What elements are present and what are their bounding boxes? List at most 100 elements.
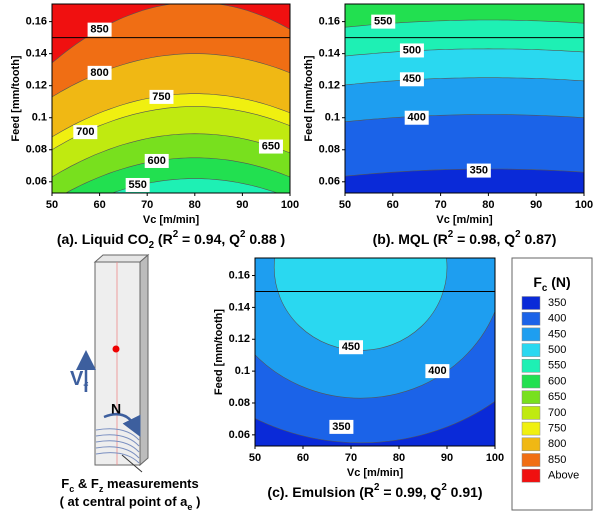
y-tick-label: 0.16 — [319, 16, 340, 28]
plot-area — [255, 258, 495, 446]
contour-label: 500 — [403, 44, 421, 56]
contour-label-bg — [466, 163, 491, 178]
y-tick-label: 0.12 — [319, 80, 340, 92]
contour-label-bg — [339, 340, 363, 355]
text-part: = 0.99, Q — [379, 484, 441, 500]
legend-swatch — [521, 359, 541, 373]
y-tick-label: 0.12 — [26, 80, 47, 92]
y-axis-title: Feed [mm/tooth] — [303, 55, 315, 141]
legend-label: 400 — [548, 313, 566, 325]
y-tick-label: 0.06 — [26, 176, 47, 188]
x-tick-label: 100 — [575, 199, 593, 211]
caption: (c). Emulsion (R2 = 0.99, Q2 0.91) — [267, 482, 482, 500]
text-part: 2 — [448, 229, 454, 240]
contour-label-bg — [371, 14, 396, 29]
legend-swatch — [521, 311, 541, 326]
x-tick-label: 90 — [236, 199, 248, 211]
legend-swatch — [521, 468, 541, 483]
x-tick-label: 80 — [189, 199, 201, 211]
contour-label-bg — [144, 153, 169, 168]
contour-line — [65, 157, 290, 193]
y-tick-label: 0.08 — [26, 144, 47, 156]
contour-line — [345, 77, 584, 86]
x-tick-label: 80 — [482, 199, 494, 211]
contour-label: 350 — [332, 421, 350, 433]
text-part: V — [70, 368, 84, 390]
contour-band — [345, 4, 584, 28]
contour-label-bg — [404, 110, 429, 125]
y-tick-label: 0.08 — [319, 144, 340, 156]
x-tick-label: 70 — [345, 452, 357, 464]
legend-label: 650 — [548, 391, 566, 403]
text-part: & F — [74, 476, 99, 491]
x-axis-title: Vc [m/min] — [143, 214, 200, 226]
contour-label-bg — [425, 364, 450, 379]
x-tick-label: 60 — [387, 199, 399, 211]
text-part: (b). MQL (R — [373, 231, 448, 247]
text-part: ( at central point of a — [60, 494, 189, 509]
legend-swatch — [521, 327, 541, 342]
y-tick-label: 0.1 — [325, 112, 340, 124]
leader-line — [121, 454, 143, 473]
legend-label: 450 — [548, 328, 566, 340]
note: Fc & Fz measurements — [61, 476, 199, 494]
contour-label-bg — [125, 177, 150, 192]
text-part: (a). Liquid CO — [57, 231, 149, 247]
contour-label: 750 — [152, 91, 170, 103]
text-part: 0.87) — [521, 231, 557, 247]
text-part: e — [187, 502, 192, 512]
x-axis-title: Vc [m/min] — [436, 214, 493, 226]
y-tick-label: 0.16 — [26, 16, 47, 28]
contour-label-bg — [399, 72, 424, 87]
contour-label: 400 — [408, 112, 426, 124]
contour-label: 700 — [76, 126, 94, 138]
plot-area — [345, 4, 584, 193]
tool-diagram: Vf N Fc & Fz measurements ( at central p… — [60, 253, 200, 512]
text-part: ) — [192, 494, 200, 509]
text-part: F — [61, 476, 69, 491]
contour-label-bg — [329, 419, 354, 434]
text-part: 0.91) — [447, 484, 483, 500]
y-axis-title: Feed [mm/tooth] — [213, 309, 225, 395]
legend-label: 600 — [548, 375, 566, 387]
legend: Fc (N) 350 400 450 500 550 600 650 700 750 800 850… — [511, 257, 593, 511]
legend-label: 850 — [548, 454, 566, 466]
legend-swatch — [521, 421, 541, 436]
x-tick-label: 90 — [530, 199, 542, 211]
text-part: c — [542, 283, 548, 294]
legend-swatch — [521, 390, 541, 404]
text-part: F — [533, 274, 542, 290]
y-tick-label: 0.14 — [319, 48, 341, 60]
y-tick-label: 0.1 — [32, 112, 47, 124]
cut-marks — [95, 428, 140, 464]
x-axis-title: Vc [m/min] — [347, 467, 404, 479]
contour-label-bg — [87, 65, 112, 80]
caption: (b). MQL (R2 = 0.98, Q2 0.87) — [373, 229, 557, 247]
tool-top — [93, 254, 150, 263]
x-tick-label: 50 — [339, 199, 351, 211]
text-part: = 0.98, Q — [453, 231, 515, 247]
contour-chart: 350 400 450 50 60 70 80 90 100 0.06 0.08 0.1 0.12 0.1… — [213, 257, 504, 500]
text-part: 2 — [173, 229, 179, 240]
text-part: = 0.94, Q — [178, 231, 240, 247]
contour-label-bg — [399, 43, 424, 58]
y-tick-label: 0.14 — [26, 48, 48, 60]
contour-label: 450 — [403, 73, 421, 85]
legend-title: Fc (N) — [533, 274, 570, 294]
y-tick-label: 0.14 — [229, 301, 251, 313]
contour-label: 600 — [148, 155, 166, 167]
y-tick-label: 0.12 — [229, 333, 250, 345]
text-part: 2 — [374, 482, 380, 493]
x-tick-label: 60 — [93, 199, 105, 211]
contour-line — [345, 114, 584, 122]
contour-label: 350 — [470, 164, 488, 176]
text-part: (N) — [547, 274, 570, 290]
legend-swatch — [521, 374, 541, 389]
x-tick-label: 50 — [249, 452, 261, 464]
plot-frame — [51, 3, 291, 194]
contour-label: 450 — [342, 341, 360, 353]
text-part: 2 — [149, 240, 155, 251]
text-part: (c). Emulsion (R — [267, 484, 374, 500]
y-tick-label: 0.08 — [229, 397, 250, 409]
legend-label: 550 — [548, 360, 566, 372]
